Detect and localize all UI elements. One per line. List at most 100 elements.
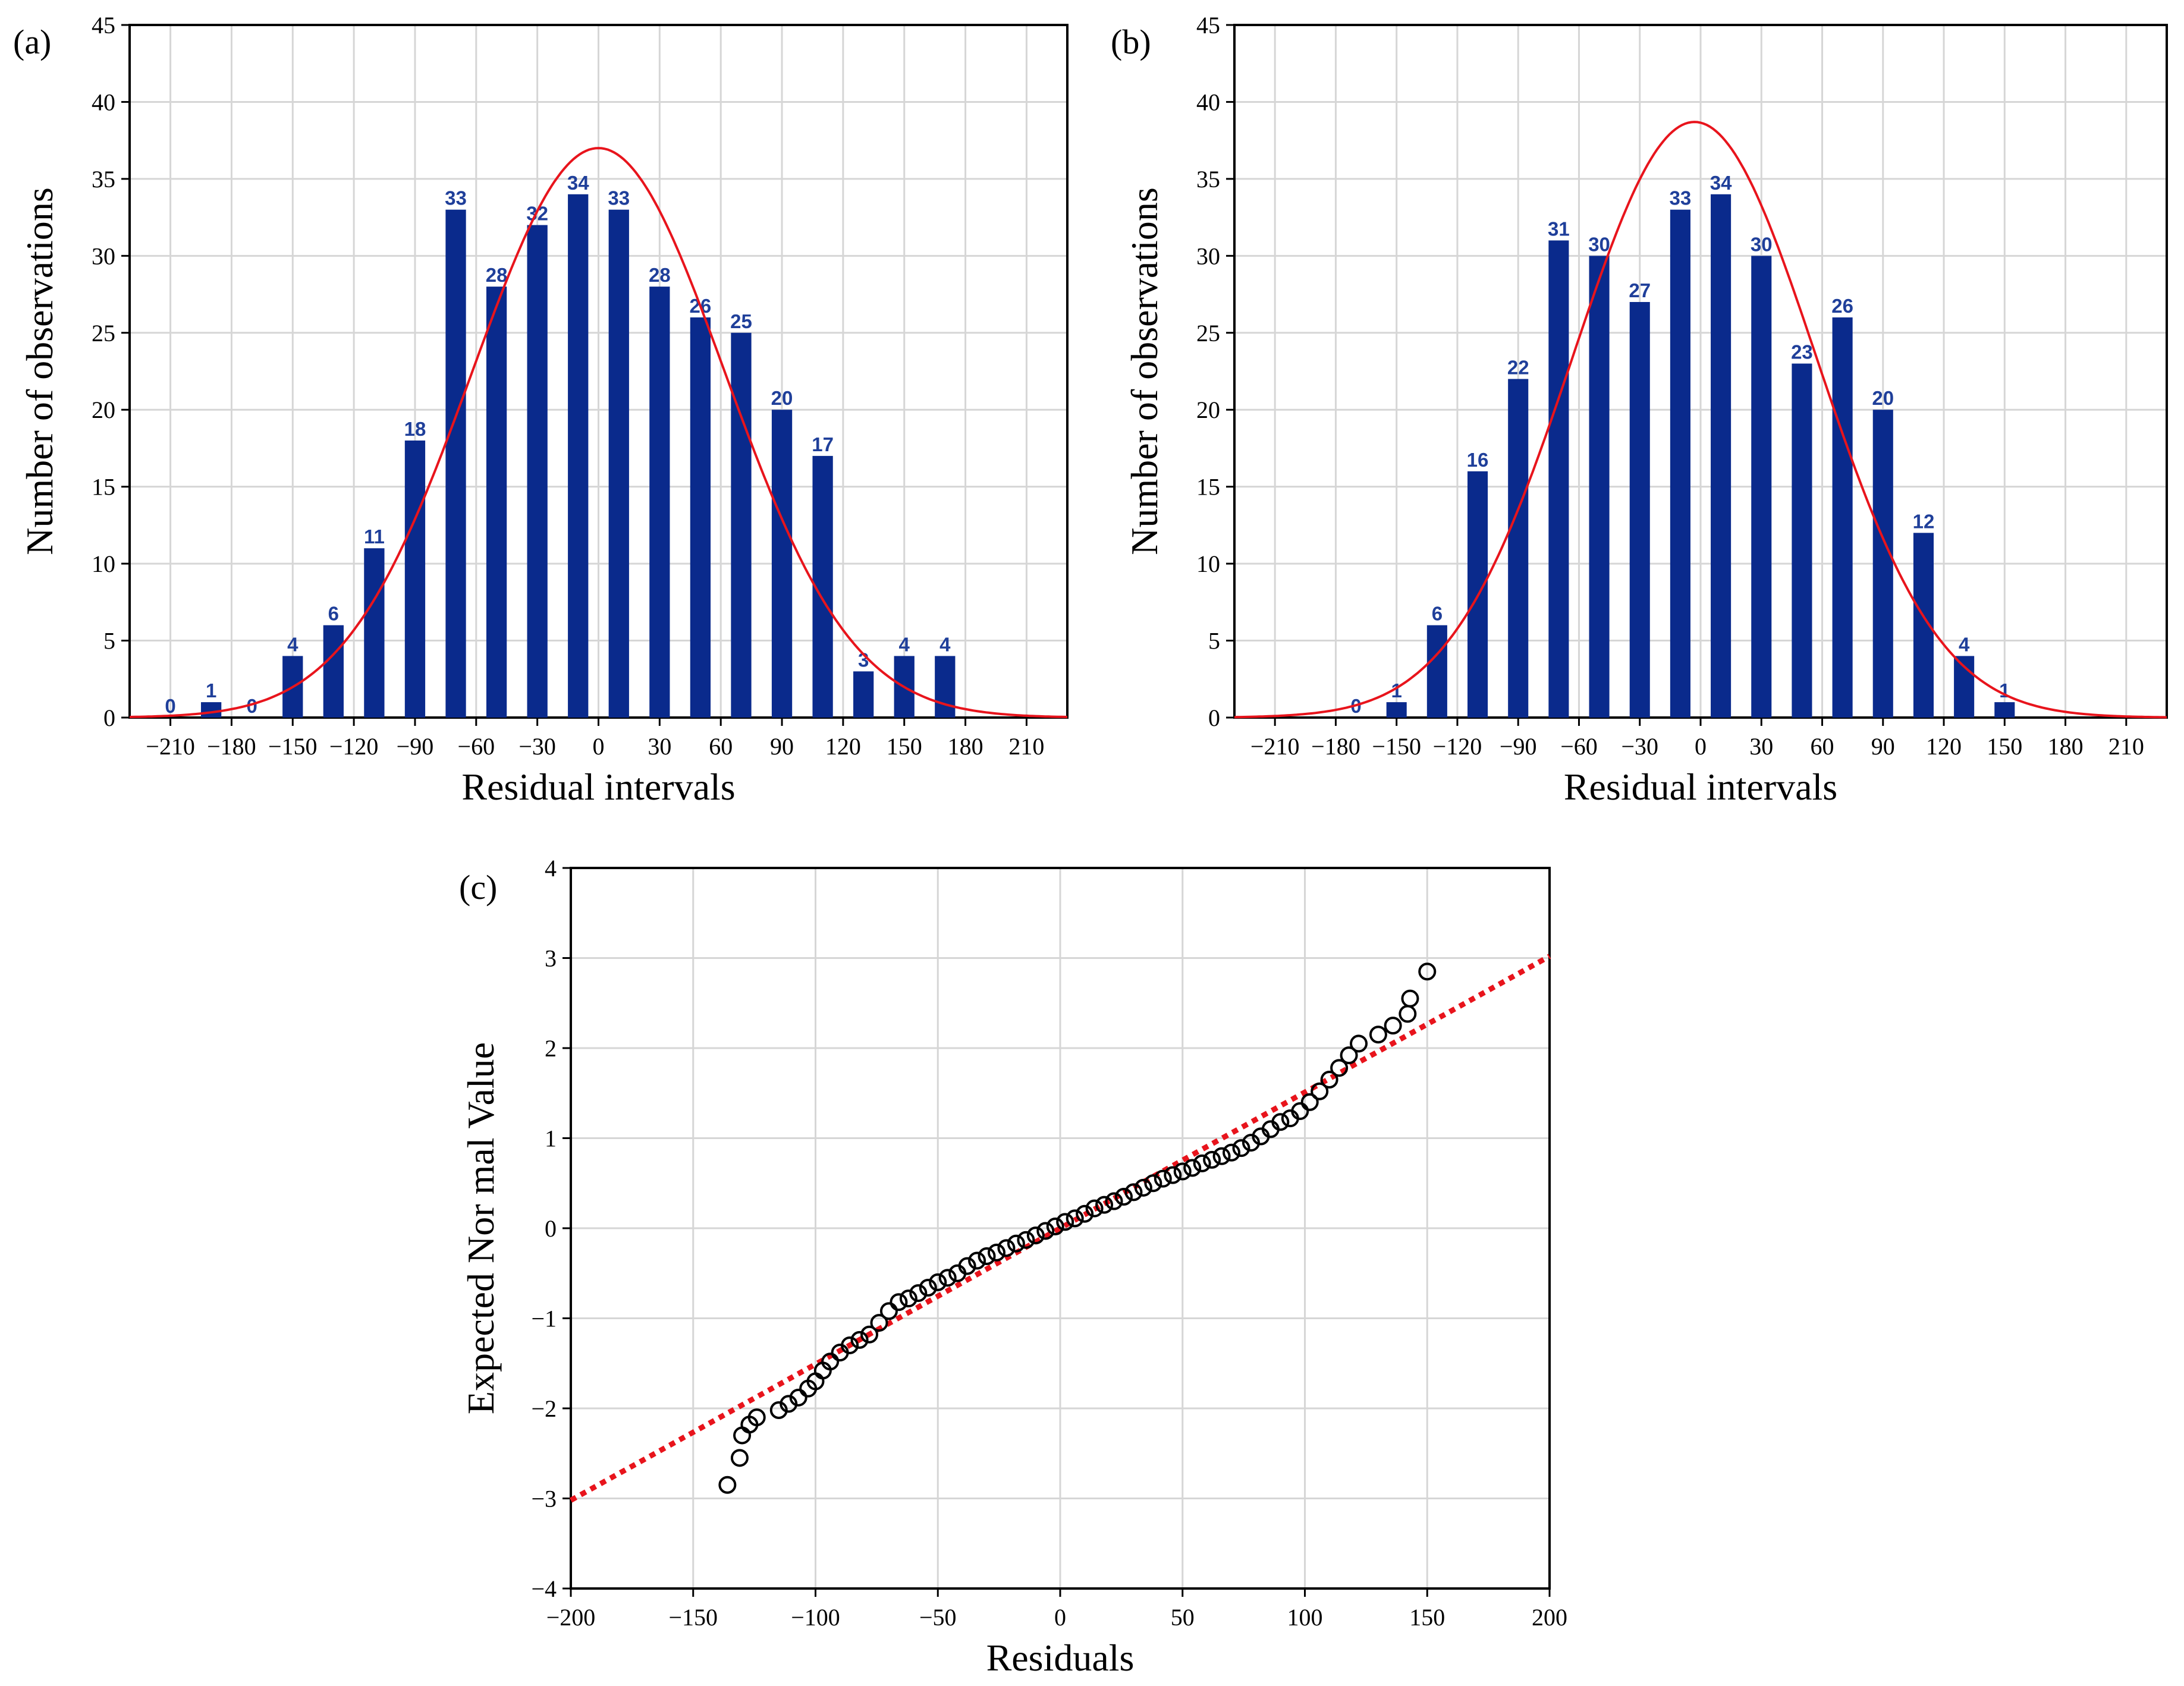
- x-tick-label: 0: [1054, 1604, 1066, 1631]
- normal-curve: [129, 147, 1068, 718]
- x-tick-label: 180: [2048, 733, 2084, 760]
- bar: [486, 287, 507, 718]
- x-tick-label: −150: [1372, 733, 1421, 760]
- x-tick-label: 0: [1695, 733, 1707, 760]
- scatter-point: [958, 1257, 976, 1275]
- bar: [1872, 410, 1893, 718]
- scatter-point: [821, 1352, 840, 1371]
- y-axis-title: Number of observations: [1123, 187, 1165, 555]
- x-tick-label: 120: [1926, 733, 1962, 760]
- scatter-point: [1203, 1150, 1221, 1169]
- scatter-point: [929, 1273, 947, 1291]
- scatter-point: [890, 1293, 908, 1311]
- x-tick-label: 50: [1171, 1604, 1195, 1631]
- y-tick-label: −1: [531, 1306, 557, 1332]
- y-tick-label: 40: [92, 89, 115, 115]
- bar: [200, 702, 222, 718]
- bar-value-label: 6: [1432, 603, 1443, 625]
- x-tick-label: 60: [1811, 733, 1834, 760]
- x-tick-label: 200: [1532, 1604, 1567, 1631]
- bar-value-label: 23: [1791, 341, 1813, 363]
- x-tick-label: 0: [593, 733, 605, 760]
- scatter-point: [1384, 1017, 1402, 1035]
- x-tick-label: 150: [1987, 733, 2022, 760]
- x-tick-label: −90: [1500, 733, 1537, 760]
- x-tick-label: 150: [887, 733, 922, 760]
- bar-value-label: 30: [1751, 233, 1773, 255]
- scatter-point: [747, 1408, 766, 1427]
- bar: [853, 671, 874, 718]
- x-tick-label: −120: [329, 733, 379, 760]
- normal-curve: [1234, 121, 2167, 719]
- x-tick-label: −210: [1250, 733, 1300, 760]
- x-axis-title: Residuals: [986, 1637, 1135, 1679]
- y-tick-label: 25: [1196, 320, 1220, 347]
- scatter-point: [1154, 1169, 1172, 1188]
- y-tick-label: 15: [92, 474, 115, 501]
- scatter-point: [841, 1336, 859, 1354]
- bar-value-label: 20: [1872, 387, 1894, 409]
- panel-letter: (c): [459, 868, 497, 907]
- scatter-point: [1418, 962, 1437, 981]
- bar: [1629, 302, 1650, 718]
- bar-value-label: 4: [939, 633, 951, 655]
- scatter-point: [1007, 1234, 1025, 1253]
- x-axis-title: Residual intervals: [461, 766, 735, 808]
- bar-value-label: 31: [1548, 218, 1570, 240]
- bar: [731, 332, 752, 718]
- bar: [1792, 363, 1812, 718]
- bar: [1832, 317, 1853, 718]
- bar: [1386, 702, 1407, 718]
- bar: [323, 625, 344, 718]
- scatter-point: [1164, 1166, 1182, 1184]
- y-tick-label: 30: [1196, 243, 1220, 269]
- y-tick-label: 3: [545, 945, 557, 972]
- x-tick-label: 150: [1409, 1604, 1445, 1631]
- scatter-point: [1300, 1093, 1319, 1111]
- x-tick-label: 100: [1287, 1604, 1323, 1631]
- bar: [568, 194, 589, 718]
- scatter-point: [879, 1302, 898, 1320]
- y-tick-label: −4: [531, 1575, 557, 1602]
- bar: [1548, 240, 1569, 718]
- x-tick-label: −150: [668, 1604, 718, 1631]
- scatter-point: [1046, 1217, 1064, 1235]
- bar-value-label: 20: [771, 387, 793, 409]
- bar-value-label: 0: [247, 695, 257, 717]
- bar-value-label: 1: [1999, 680, 2010, 702]
- y-tick-label: 40: [1196, 89, 1220, 115]
- bar: [1751, 256, 1772, 718]
- x-tick-label: 30: [1749, 733, 1773, 760]
- bar-value-label: 33: [608, 187, 630, 209]
- scatter-point: [1193, 1154, 1211, 1172]
- x-axis-title: Residual intervals: [1564, 766, 1837, 808]
- scatter-point: [968, 1251, 986, 1270]
- x-tick-label: −180: [207, 733, 256, 760]
- x-tick-label: 30: [648, 733, 671, 760]
- bar: [1994, 702, 2015, 718]
- chart-panel-c: −200 −150 −100 −50 0 50 100 150 200 −4 −3 −2 −1 0 1 2 3 4…: [459, 855, 1567, 1679]
- bar-value-label: 4: [899, 633, 910, 655]
- y-tick-label: 5: [103, 628, 115, 655]
- bar-value-label: 12: [1913, 510, 1935, 532]
- scatter-point: [1017, 1231, 1035, 1249]
- bar: [1711, 194, 1732, 718]
- x-tick-label: −30: [518, 733, 556, 760]
- y-tick-label: 0: [1208, 704, 1220, 731]
- scatter-point: [997, 1239, 1016, 1257]
- scatter-point: [938, 1269, 957, 1287]
- scatter-point: [1183, 1159, 1202, 1177]
- bar: [935, 656, 956, 718]
- scatter-point: [1124, 1183, 1143, 1201]
- y-tick-label: 5: [1208, 628, 1220, 655]
- bar-value-label: 28: [649, 264, 671, 286]
- bar-value-label: 33: [1670, 187, 1692, 209]
- y-tick-label: 20: [92, 397, 115, 423]
- x-tick-label: 90: [1871, 733, 1895, 760]
- x-tick-label: 90: [770, 733, 794, 760]
- x-tick-label: −180: [1311, 733, 1360, 760]
- scatter-point: [870, 1314, 888, 1332]
- bar-value-label: 16: [1467, 449, 1489, 471]
